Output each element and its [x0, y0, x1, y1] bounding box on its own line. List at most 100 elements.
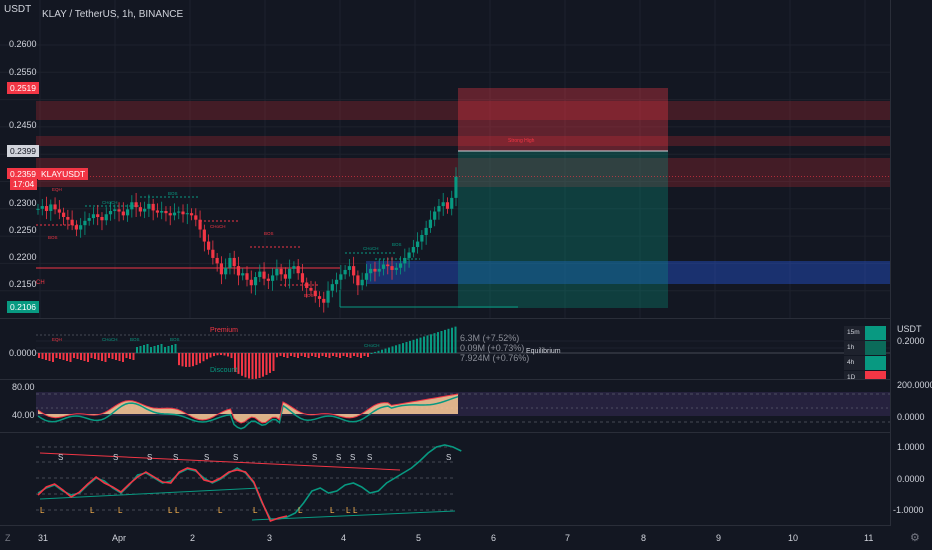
candle [403, 257, 407, 264]
premium-label: Premium [210, 327, 239, 334]
gear-icon[interactable]: ⚙ [910, 532, 920, 544]
candle [279, 268, 283, 275]
price-tick: 0.2250 [9, 225, 37, 235]
volume-bar [311, 353, 313, 356]
candle [70, 219, 74, 226]
candle [445, 202, 450, 209]
candle [330, 284, 334, 291]
sell-signal-label: S [204, 453, 209, 462]
volume-bar [276, 353, 278, 358]
candle [381, 264, 386, 269]
price-label-green: 0.2106 [7, 301, 39, 313]
volume-bar [398, 344, 401, 353]
candle [143, 208, 147, 212]
candle [49, 204, 53, 211]
candle [241, 273, 245, 276]
volume-bar [97, 353, 100, 360]
right-axis[interactable]: USDT 0.2000 200.0000 0.0000 1.0000 0.000… [890, 0, 932, 550]
pane-divider[interactable] [0, 379, 932, 380]
volume-bar [104, 353, 107, 362]
candle [96, 214, 100, 217]
volume-bar [146, 344, 149, 353]
price-label-white: 0.2399 [7, 145, 39, 157]
volume-bar [265, 353, 268, 375]
volume-bar [374, 351, 376, 353]
demand-zone [366, 261, 890, 284]
bos-label: BOS [168, 191, 178, 196]
volume-bar [430, 334, 432, 353]
volume-bar [367, 353, 369, 357]
candle [130, 202, 134, 210]
time-label: 8 [641, 533, 647, 543]
candle [194, 215, 198, 220]
volume-bar [48, 353, 51, 361]
choch-label: CHoCH [364, 343, 380, 348]
volume-oscillator-pane[interactable]: 0.0000 Premium Discount Equilibrium 6.3M… [0, 319, 890, 379]
volume-bar [38, 353, 40, 358]
volume-bar [332, 353, 334, 356]
volume-bar [346, 353, 348, 357]
time-axis[interactable]: 31 Apr 2 3 4 5 6 7 8 9 10 11 Z ⚙ [0, 526, 932, 550]
momentum-axis-tick: 40.00 [12, 410, 35, 420]
volume-bar [447, 328, 450, 353]
candle [283, 274, 287, 279]
candle [416, 241, 420, 248]
right-axis-tick: 1.0000 [897, 442, 925, 452]
candle [364, 273, 369, 280]
buy-signal-label: L [346, 506, 351, 515]
volume-bar [269, 353, 271, 373]
buy-signal-label: L [118, 506, 123, 515]
candle [215, 257, 219, 264]
candle [108, 210, 113, 215]
momentum-pane[interactable]: 80.00 40.00 [0, 380, 890, 432]
price-axis[interactable]: 0.2600 0.2550 0.2519 0.2450 0.2399 0.235… [0, 0, 89, 318]
candle [339, 274, 343, 280]
candle [211, 249, 215, 258]
time-label: 3 [267, 533, 273, 543]
candle [424, 227, 428, 236]
price-tick: 0.2200 [9, 252, 37, 262]
main-chart-pane[interactable]: USDT KLAY / TetherUS, 1h, BINANCE Strong… [0, 0, 890, 318]
oscillator-axis-label: 0.0000 [9, 348, 37, 358]
eq-stat: 6.3M (+7.52%) [460, 333, 520, 343]
candle [292, 266, 296, 269]
volume-bar [125, 353, 128, 358]
oscillator-line [37, 467, 288, 523]
pane-divider[interactable] [0, 525, 932, 526]
volume-bar [353, 353, 355, 356]
pane-divider[interactable] [0, 432, 932, 433]
volume-bar [139, 346, 142, 353]
candlestick-chart[interactable] [0, 0, 890, 318]
zoom-icon[interactable]: Z [5, 533, 11, 543]
volume-bar [255, 353, 257, 379]
time-label: 7 [565, 533, 571, 543]
candle [100, 216, 104, 221]
price-tick: 0.2300 [9, 198, 37, 208]
candle [305, 282, 309, 288]
candle [296, 266, 300, 274]
candle [407, 252, 411, 258]
price-tick: 0.2550 [9, 67, 37, 77]
volume-bar [150, 347, 152, 353]
eq-stat: 7.924M (+0.76%) [460, 353, 530, 363]
candle [79, 225, 83, 230]
volume-bar [381, 349, 383, 353]
volume-bar [402, 343, 404, 353]
candle [313, 290, 317, 297]
candle [369, 268, 373, 274]
volume-bar [283, 353, 285, 357]
symbol-title[interactable]: KLAY / TetherUS, 1h, BINANCE [42, 9, 184, 20]
volume-bar [304, 353, 306, 357]
volume-bar [363, 353, 366, 356]
volume-bar [286, 353, 289, 358]
pane-divider[interactable] [0, 318, 932, 319]
volume-bar [195, 353, 198, 365]
volume-bar [244, 353, 247, 378]
volume-bar [262, 353, 264, 377]
candle [394, 267, 398, 270]
volume-bar [80, 353, 82, 360]
volume-bar [248, 353, 250, 379]
candle [398, 263, 403, 268]
volume-bar [370, 353, 373, 354]
